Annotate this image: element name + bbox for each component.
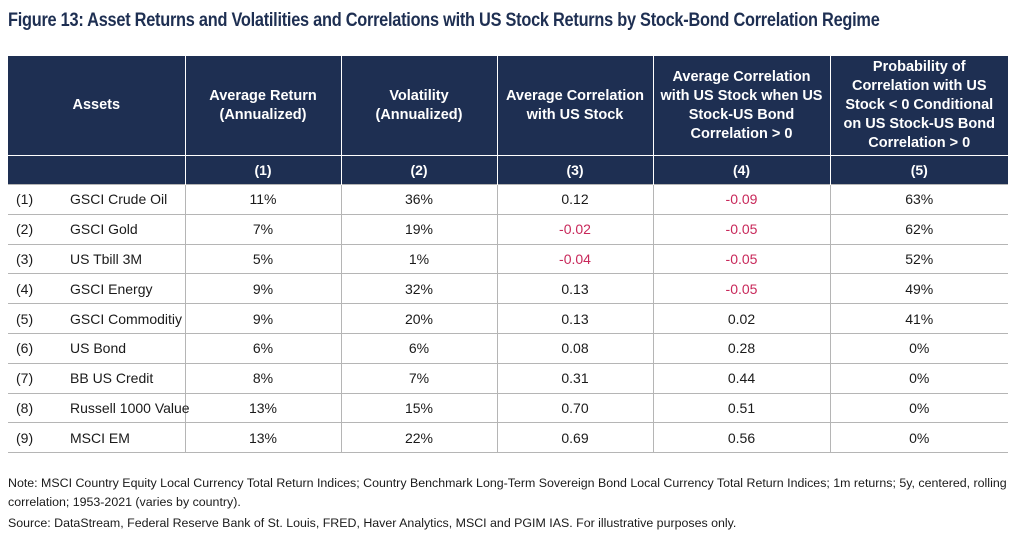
header-probability-negative-correlation: Probability of Correlation with US Stock… [829, 56, 1008, 156]
asset-name-cell: GSCI Crude Oil [54, 184, 185, 215]
asset-name-cell: BB US Credit [54, 362, 185, 394]
volatility-cell: 6% [340, 332, 497, 364]
table-row: (9) MSCI EM 13% 22% 0.69 0.56 0% [8, 422, 1008, 454]
average-correlation-cell: 0.69 [496, 422, 653, 454]
volatility-cell: 20% [340, 303, 497, 334]
row-index-cell: (3) [8, 243, 54, 274]
probability-negative-cell: 52% [829, 243, 1008, 274]
table-row: (3) US Tbill 3M 5% 1% -0.04 -0.05 52% [8, 243, 1008, 274]
average-correlation-cell: -0.02 [496, 213, 653, 245]
row-index-cell: (7) [8, 362, 54, 394]
average-return-cell: 8% [184, 362, 341, 394]
header-assets: Assets [8, 56, 185, 156]
asset-name-cell: US Bond [54, 332, 185, 364]
conditional-correlation-cell: -0.05 [652, 213, 830, 245]
table-note: Note: MSCI Country Equity Local Currency… [8, 476, 1007, 509]
row-index-cell: (4) [8, 273, 54, 304]
asset-name-cell: US Tbill 3M [54, 243, 185, 274]
average-return-cell: 9% [184, 273, 341, 304]
volatility-cell: 1% [340, 243, 497, 274]
volatility-cell: 32% [340, 273, 497, 304]
table-row: (7) BB US Credit 8% 7% 0.31 0.44 0% [8, 362, 1008, 394]
header-average-correlation: Average Correlation with US Stock [496, 56, 653, 156]
probability-negative-cell: 0% [829, 362, 1008, 394]
average-correlation-cell: -0.04 [496, 243, 653, 274]
conditional-correlation-cell: 0.51 [652, 392, 830, 423]
asset-name-cell: GSCI Commoditiy [54, 303, 185, 334]
average-return-cell: 7% [184, 213, 341, 245]
average-correlation-cell: 0.08 [496, 332, 653, 364]
header-volatility: Volatility (Annualized) [340, 56, 497, 156]
asset-returns-table: Assets Average Return (Annualized) Volat… [8, 56, 1008, 454]
probability-negative-cell: 62% [829, 213, 1008, 245]
header-average-return: Average Return (Annualized) [184, 56, 341, 156]
header-number-3: (3) [496, 155, 653, 185]
average-return-cell: 13% [184, 392, 341, 423]
row-index-cell: (2) [8, 213, 54, 245]
header-number-blank [8, 155, 185, 185]
asset-name-cell: GSCI Gold [54, 213, 185, 245]
conditional-correlation-cell: -0.05 [652, 243, 830, 274]
table-row: (5) GSCI Commoditiy 9% 20% 0.13 0.02 41% [8, 303, 1008, 334]
probability-negative-cell: 63% [829, 184, 1008, 215]
probability-negative-cell: 0% [829, 422, 1008, 454]
volatility-cell: 15% [340, 392, 497, 423]
conditional-correlation-cell: 0.28 [652, 332, 830, 364]
figure-title: Figure 13: Asset Returns and Volatilitie… [8, 10, 880, 31]
volatility-cell: 36% [340, 184, 497, 215]
conditional-correlation-cell: 0.02 [652, 303, 830, 334]
probability-negative-cell: 0% [829, 332, 1008, 364]
table-row: (6) US Bond 6% 6% 0.08 0.28 0% [8, 332, 1008, 364]
conditional-correlation-cell: 0.44 [652, 362, 830, 394]
row-index-cell: (8) [8, 392, 54, 423]
table-row: (8) Russell 1000 Value 13% 15% 0.70 0.51 0% [8, 392, 1008, 423]
volatility-cell: 19% [340, 213, 497, 245]
average-correlation-cell: 0.70 [496, 392, 653, 423]
table-source: Source: DataStream, Federal Reserve Bank… [8, 516, 737, 530]
asset-name-cell: Russell 1000 Value [54, 392, 190, 423]
header-number-4: (4) [652, 155, 830, 185]
average-correlation-cell: 0.13 [496, 303, 653, 334]
average-correlation-cell: 0.12 [496, 184, 653, 215]
volatility-cell: 22% [340, 422, 497, 454]
table-row: (4) GSCI Energy 9% 32% 0.13 -0.05 49% [8, 273, 1008, 304]
header-conditional-correlation: Average Correlation with US Stock when U… [652, 56, 830, 156]
volatility-cell: 7% [340, 362, 497, 394]
header-number-2: (2) [340, 155, 497, 185]
asset-name-cell: GSCI Energy [54, 273, 185, 304]
average-return-cell: 13% [184, 422, 341, 454]
conditional-correlation-cell: -0.05 [652, 273, 830, 304]
row-index-cell: (9) [8, 422, 54, 454]
probability-negative-cell: 49% [829, 273, 1008, 304]
probability-negative-cell: 0% [829, 392, 1008, 423]
asset-name-cell: MSCI EM [54, 422, 185, 454]
table-body: (1) GSCI Crude Oil 11% 36% 0.12 -0.09 63% (2) GS… [8, 184, 1008, 454]
probability-negative-cell: 41% [829, 303, 1008, 334]
row-index-cell: (5) [8, 303, 54, 334]
row-index-cell: (1) [8, 184, 54, 215]
average-return-cell: 5% [184, 243, 341, 274]
average-return-cell: 11% [184, 184, 341, 215]
table-row: (1) GSCI Crude Oil 11% 36% 0.12 -0.09 63% [8, 184, 1008, 215]
conditional-correlation-cell: 0.56 [652, 422, 830, 454]
row-index-cell: (6) [8, 332, 54, 364]
header-number-1: (1) [184, 155, 341, 185]
average-return-cell: 9% [184, 303, 341, 334]
average-correlation-cell: 0.13 [496, 273, 653, 304]
average-return-cell: 6% [184, 332, 341, 364]
table-row: (2) GSCI Gold 7% 19% -0.02 -0.05 62% [8, 213, 1008, 245]
conditional-correlation-cell: -0.09 [652, 184, 830, 215]
average-correlation-cell: 0.31 [496, 362, 653, 394]
header-number-5: (5) [829, 155, 1008, 185]
